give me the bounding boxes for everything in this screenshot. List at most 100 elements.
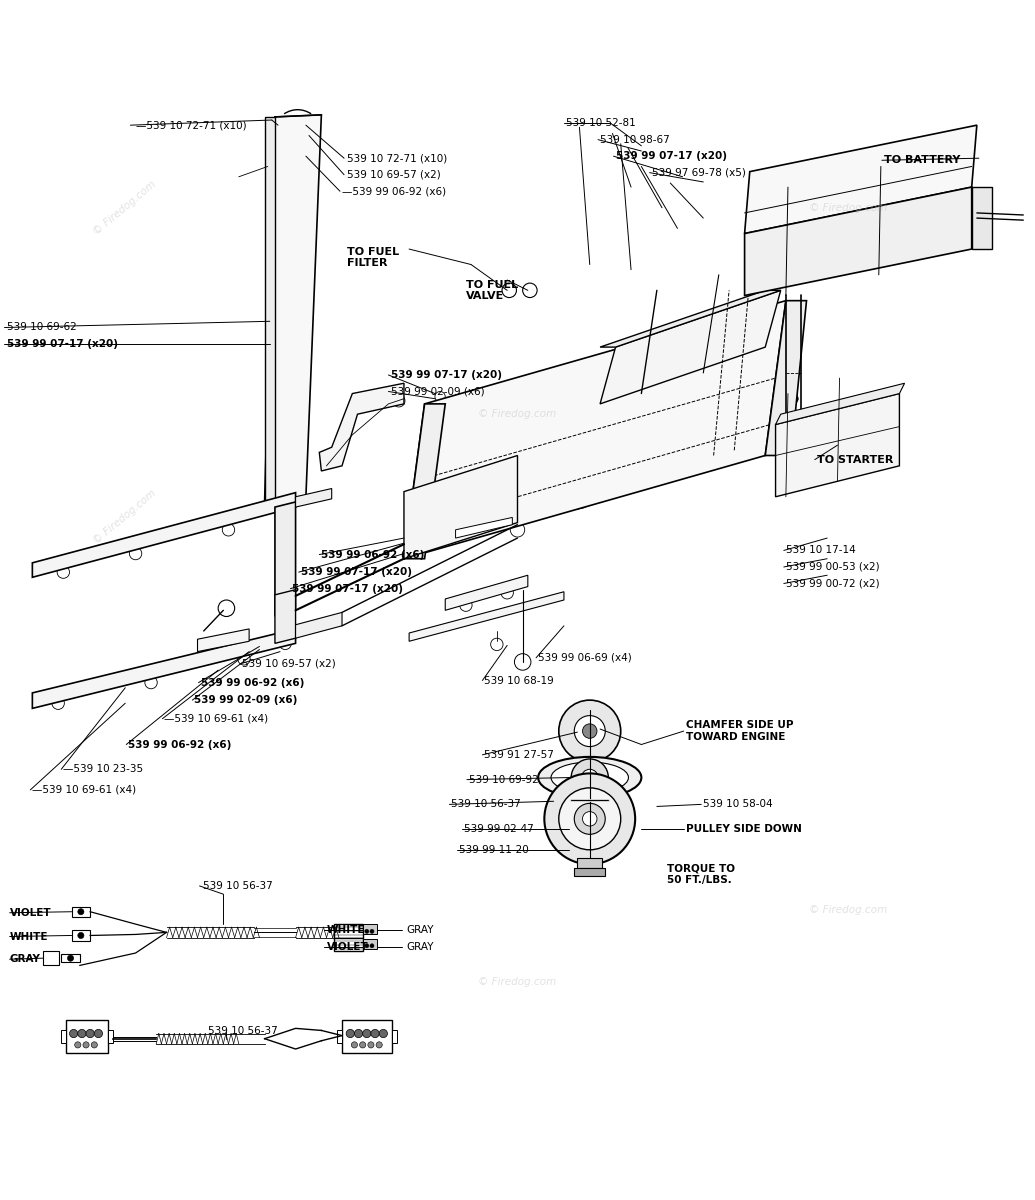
Circle shape	[279, 637, 292, 649]
Polygon shape	[404, 456, 518, 559]
Text: 539 99 11-20: 539 99 11-20	[459, 845, 529, 854]
Text: WHITE: WHITE	[326, 925, 365, 935]
Circle shape	[279, 509, 292, 522]
Bar	[333, 937, 362, 950]
Polygon shape	[296, 612, 342, 638]
Text: 539 10 58-04: 539 10 58-04	[704, 799, 773, 809]
Circle shape	[379, 1030, 387, 1038]
Circle shape	[276, 367, 289, 379]
Circle shape	[502, 283, 516, 298]
Text: 539 10 56-37: 539 10 56-37	[208, 1026, 277, 1037]
Text: © Firedog.com: © Firedog.com	[92, 179, 158, 236]
Text: 539 99 07-17 (x20): 539 99 07-17 (x20)	[293, 583, 404, 594]
Polygon shape	[574, 869, 605, 876]
Polygon shape	[455, 517, 512, 538]
Circle shape	[369, 929, 374, 934]
Circle shape	[86, 1030, 94, 1038]
Polygon shape	[265, 116, 275, 502]
Circle shape	[145, 677, 157, 689]
Text: 539 99 02-09 (x6): 539 99 02-09 (x6)	[390, 386, 484, 396]
Text: WHITE: WHITE	[9, 931, 49, 942]
Bar	[108, 1031, 113, 1043]
Polygon shape	[409, 592, 564, 641]
Polygon shape	[775, 394, 899, 497]
Polygon shape	[32, 493, 296, 577]
Bar	[333, 924, 362, 937]
Circle shape	[94, 1030, 102, 1038]
Text: 539 99 00-53 (x2): 539 99 00-53 (x2)	[786, 562, 880, 572]
Text: TO BATTERY: TO BATTERY	[884, 155, 960, 166]
Bar	[71, 906, 90, 917]
Text: —539 10 23-35: —539 10 23-35	[63, 764, 144, 774]
Polygon shape	[320, 383, 404, 470]
Text: 539 99 06-92 (x6): 539 99 06-92 (x6)	[128, 739, 232, 750]
Polygon shape	[744, 125, 977, 234]
Bar	[336, 1031, 342, 1043]
Polygon shape	[275, 502, 296, 616]
Bar	[71, 930, 90, 941]
Circle shape	[541, 433, 556, 448]
Circle shape	[367, 1042, 374, 1048]
Text: 539 10 52-81: 539 10 52-81	[566, 118, 635, 128]
Polygon shape	[600, 290, 780, 404]
Circle shape	[510, 522, 525, 538]
Circle shape	[392, 395, 405, 407]
Circle shape	[276, 202, 289, 214]
Bar	[66, 1020, 108, 1054]
Bar	[362, 924, 377, 935]
Text: —539 99 06-92 (x6): —539 99 06-92 (x6)	[342, 186, 446, 197]
Circle shape	[57, 566, 69, 578]
Circle shape	[238, 653, 250, 665]
Circle shape	[75, 1042, 81, 1048]
Text: GRAY: GRAY	[9, 954, 40, 965]
Text: 539 99 02-47: 539 99 02-47	[464, 824, 534, 834]
Circle shape	[788, 342, 798, 353]
Circle shape	[351, 1042, 357, 1048]
Text: 539 99 06-69 (x4): 539 99 06-69 (x4)	[538, 653, 632, 662]
Circle shape	[460, 599, 472, 611]
Polygon shape	[404, 301, 786, 559]
Circle shape	[325, 455, 337, 467]
Text: —539 10 69-61 (x4): —539 10 69-61 (x4)	[165, 714, 269, 724]
Bar	[42, 950, 59, 966]
Polygon shape	[744, 187, 972, 295]
Ellipse shape	[538, 757, 642, 798]
Text: 539 99 07-17 (x20): 539 99 07-17 (x20)	[301, 568, 412, 577]
Text: GRAY: GRAY	[406, 925, 434, 935]
Text: 539 10 69-62: 539 10 69-62	[6, 323, 77, 332]
Text: © Firedog.com: © Firedog.com	[808, 203, 887, 212]
Circle shape	[523, 283, 537, 298]
Text: PULLEY SIDE DOWN: PULLEY SIDE DOWN	[686, 824, 802, 834]
Circle shape	[788, 367, 798, 378]
Text: 539 99 06-92 (x6): 539 99 06-92 (x6)	[201, 678, 304, 688]
Polygon shape	[600, 290, 780, 347]
Text: 539 10 17-14: 539 10 17-14	[786, 546, 856, 556]
Polygon shape	[775, 383, 905, 425]
Text: 539 97 69-78 (x5): 539 97 69-78 (x5)	[652, 168, 745, 178]
Polygon shape	[578, 858, 602, 869]
Circle shape	[559, 788, 621, 850]
Circle shape	[544, 774, 635, 864]
Circle shape	[223, 523, 235, 536]
Circle shape	[574, 803, 605, 834]
Circle shape	[346, 1030, 354, 1038]
Circle shape	[276, 284, 289, 296]
Text: 539 10 56-37: 539 10 56-37	[203, 881, 272, 890]
Text: CHAMFER SIDE UP
TOWARD ENGINE: CHAMFER SIDE UP TOWARD ENGINE	[686, 720, 793, 742]
Circle shape	[78, 932, 84, 938]
Circle shape	[574, 715, 605, 746]
Circle shape	[52, 697, 64, 709]
Polygon shape	[972, 187, 993, 250]
Circle shape	[788, 394, 798, 404]
Circle shape	[218, 600, 235, 617]
Circle shape	[500, 479, 514, 493]
Bar	[61, 954, 80, 962]
Circle shape	[582, 769, 598, 786]
Circle shape	[354, 1030, 362, 1038]
Text: 539 10 72-71 (x10): 539 10 72-71 (x10)	[347, 154, 447, 163]
Circle shape	[655, 402, 670, 416]
Polygon shape	[32, 629, 296, 708]
Text: 539 99 00-72 (x2): 539 99 00-72 (x2)	[786, 578, 880, 588]
Text: © Firedog.com: © Firedog.com	[808, 905, 887, 914]
Polygon shape	[765, 301, 806, 456]
